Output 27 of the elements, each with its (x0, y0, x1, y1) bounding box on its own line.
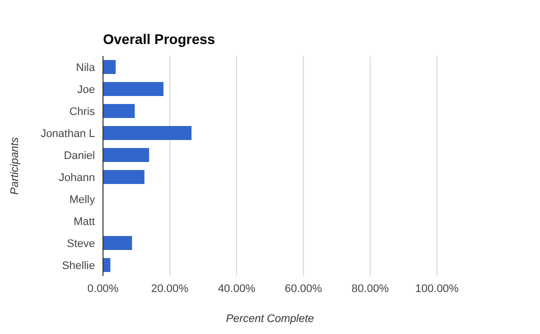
x-axis-title: Percent Complete (226, 313, 314, 325)
bar (103, 126, 192, 140)
y-tick-label: Matt (74, 216, 95, 228)
x-tick-label: 60.00% (284, 282, 322, 295)
y-tick-label: Nila (76, 62, 96, 74)
y-tick-label: Steve (66, 238, 95, 250)
y-axis-title: Participants (8, 136, 21, 195)
y-tick-label: Joe (77, 84, 95, 96)
y-tick-label: Chris (69, 106, 96, 118)
bar (103, 60, 116, 74)
bar (103, 170, 144, 184)
y-tick-label: Shellie (62, 260, 95, 272)
x-tick-label: 80.00% (352, 282, 390, 295)
bar (103, 104, 135, 118)
bar (103, 82, 164, 96)
x-tick-label: 100.00% (415, 282, 459, 295)
bar (103, 236, 132, 250)
y-tick-label: Daniel (64, 150, 95, 162)
bar (103, 148, 150, 162)
x-tick-label: 40.00% (218, 282, 256, 295)
chart-title: Overall Progress (103, 31, 216, 47)
x-tick-label: 0.00% (87, 282, 119, 295)
y-tick-label: Johann (58, 172, 95, 184)
bar (103, 258, 110, 272)
y-tick-label: Jonathan L (40, 128, 95, 140)
y-tick-label: Melly (69, 194, 96, 206)
x-tick-label: 20.00% (151, 282, 189, 295)
